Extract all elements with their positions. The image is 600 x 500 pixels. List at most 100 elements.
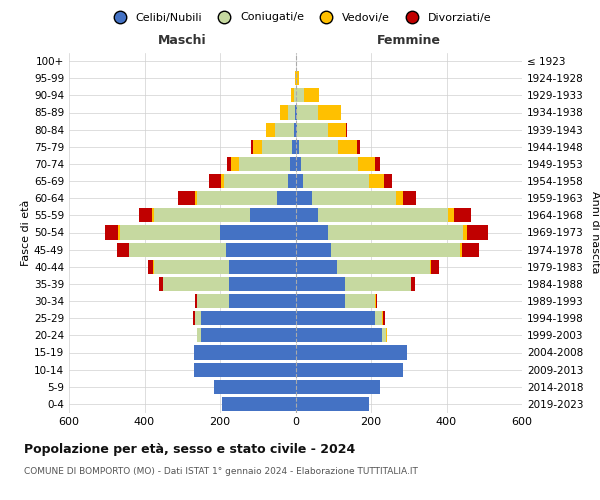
Bar [410,277,412,291]
Bar [229,277,296,291]
Bar [296,226,328,239]
Bar [262,140,292,154]
Bar [375,294,376,308]
Bar [229,260,296,274]
Bar [201,328,296,342]
Bar [461,242,479,256]
Bar [448,208,454,222]
Bar [163,277,229,291]
Bar [467,226,488,239]
Bar [382,311,383,325]
Bar [148,260,153,274]
Bar [454,208,471,222]
Text: Maschi: Maschi [158,34,206,48]
Bar [376,294,377,308]
Bar [331,242,460,256]
Bar [299,140,338,154]
Bar [318,106,341,120]
Bar [195,294,197,308]
Bar [209,174,221,188]
Bar [153,260,154,274]
Bar [296,380,380,394]
Bar [293,122,296,136]
Bar [313,191,395,205]
Bar [296,397,369,411]
Bar [250,208,296,222]
Bar [344,277,410,291]
Bar [328,122,346,136]
Y-axis label: Fasce di età: Fasce di età [21,200,31,266]
Bar [159,277,163,291]
Bar [296,208,318,222]
Bar [296,106,298,120]
Bar [290,88,293,102]
Bar [295,71,296,85]
Bar [197,191,277,205]
Bar [298,106,318,120]
Bar [338,140,357,154]
Bar [383,311,385,325]
Text: Femmine: Femmine [377,34,441,48]
Bar [280,106,288,120]
Text: Popolazione per età, sesso e stato civile - 2024: Popolazione per età, sesso e stato civil… [24,442,355,456]
Y-axis label: Anni di nascita: Anni di nascita [590,191,600,274]
Bar [296,174,303,188]
Bar [296,294,344,308]
Bar [296,71,299,85]
Bar [288,106,295,120]
Bar [251,140,253,154]
Bar [431,260,439,274]
Bar [197,328,201,342]
Bar [463,226,467,239]
Bar [130,242,226,256]
Bar [460,242,461,256]
Bar [214,380,296,394]
Bar [358,157,375,171]
Bar [369,174,384,188]
Bar [304,88,319,102]
Bar [226,242,296,256]
Bar [293,88,296,102]
Bar [296,157,301,171]
Bar [154,260,229,274]
Bar [201,311,296,325]
Bar [292,140,296,154]
Bar [196,311,201,325]
Bar [296,88,304,102]
Bar [395,191,403,205]
Bar [375,311,382,325]
Bar [386,328,387,342]
Bar [296,346,407,360]
Bar [296,328,382,342]
Bar [430,260,431,274]
Bar [253,140,262,154]
Bar [357,140,360,154]
Bar [288,174,296,188]
Bar [220,226,296,239]
Bar [296,311,375,325]
Bar [105,226,118,239]
Bar [196,191,197,205]
Bar [221,174,224,188]
Bar [222,397,296,411]
Bar [118,226,120,239]
Bar [412,277,415,291]
Bar [296,122,298,136]
Bar [197,294,229,308]
Bar [120,226,220,239]
Bar [229,294,296,308]
Bar [303,174,369,188]
Bar [298,122,328,136]
Bar [382,328,386,342]
Bar [384,174,392,188]
Bar [375,157,380,171]
Bar [224,174,288,188]
Bar [337,260,430,274]
Bar [403,191,416,205]
Text: COMUNE DI BOMPORTO (MO) - Dati ISTAT 1° gennaio 2024 - Elaborazione TUTTITALIA.I: COMUNE DI BOMPORTO (MO) - Dati ISTAT 1° … [24,468,418,476]
Bar [194,346,296,360]
Bar [239,157,290,171]
Bar [301,157,358,171]
Bar [277,191,296,205]
Bar [296,277,344,291]
